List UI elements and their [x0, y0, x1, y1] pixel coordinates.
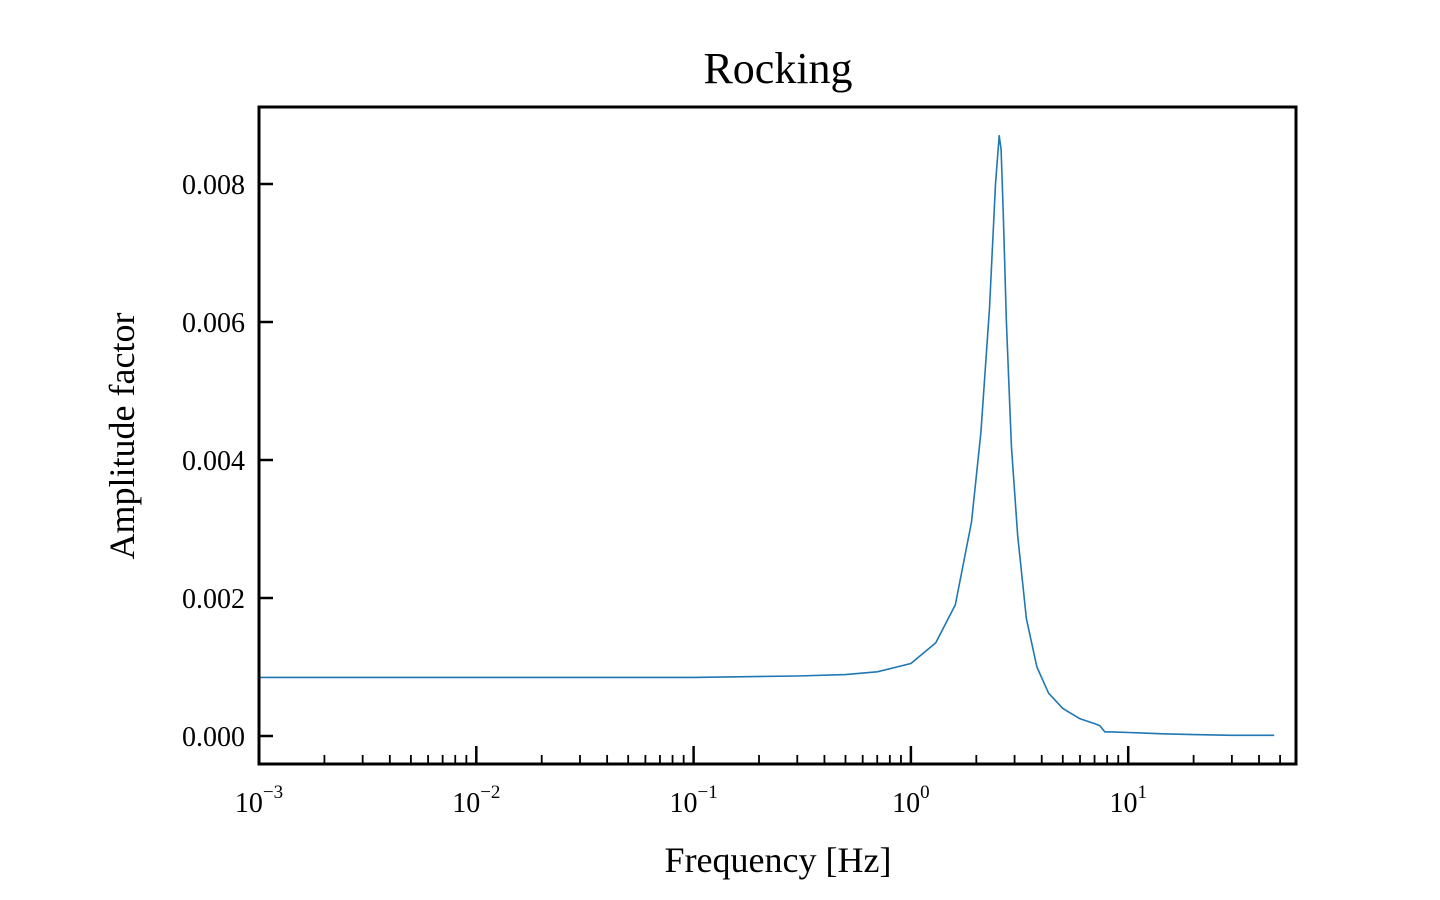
x-tick-label: 10−2 [452, 782, 500, 819]
x-tick-label: 100 [892, 782, 930, 819]
x-axis-label: Frequency [Hz] [665, 840, 892, 880]
plot-area: 0.000 0.002 0.004 0.006 0.008 10−3 10−2 10−1 100… [182, 105, 1298, 819]
chart-title: Rocking [703, 44, 852, 93]
series-line [259, 134, 1275, 737]
y-tick-label: 0.006 [182, 308, 245, 339]
x-tick-label: 10−1 [669, 782, 717, 819]
x-tick-label: 10−3 [235, 782, 283, 819]
y-tick-label: 0.000 [182, 722, 245, 753]
plot-frame [257, 105, 1298, 766]
y-tick-label: 0.002 [182, 584, 245, 615]
x-tick-label: 101 [1109, 782, 1147, 819]
y-tick-label: 0.004 [182, 446, 245, 477]
y-axis-label: Amplitude factor [102, 313, 142, 560]
y-tick-label: 0.008 [182, 170, 245, 201]
